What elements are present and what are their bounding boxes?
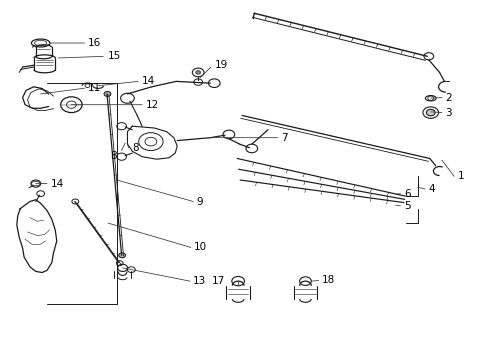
- Text: 14: 14: [50, 179, 63, 189]
- Circle shape: [245, 144, 257, 153]
- Text: 11: 11: [88, 83, 101, 93]
- Text: 19: 19: [215, 59, 228, 69]
- Text: 7: 7: [281, 133, 287, 143]
- Text: 3: 3: [445, 108, 451, 118]
- Text: 17: 17: [211, 276, 224, 286]
- Circle shape: [119, 253, 125, 258]
- Circle shape: [104, 91, 111, 96]
- Circle shape: [195, 71, 200, 74]
- Text: 8: 8: [110, 150, 117, 161]
- Text: 8: 8: [132, 143, 138, 153]
- Text: 10: 10: [194, 242, 207, 252]
- Circle shape: [223, 130, 234, 139]
- Text: 18: 18: [322, 275, 335, 285]
- Text: 6: 6: [403, 189, 410, 199]
- Text: 16: 16: [88, 38, 101, 48]
- Text: 1: 1: [457, 171, 463, 181]
- Text: 13: 13: [193, 276, 206, 286]
- Circle shape: [208, 79, 220, 87]
- Text: 9: 9: [196, 197, 203, 207]
- Text: 4: 4: [427, 184, 434, 194]
- Text: 5: 5: [403, 201, 410, 211]
- Text: 15: 15: [108, 51, 121, 61]
- Circle shape: [423, 53, 433, 60]
- Text: 14: 14: [142, 76, 155, 86]
- Text: 12: 12: [145, 100, 159, 110]
- Circle shape: [426, 109, 434, 116]
- Text: 2: 2: [445, 93, 451, 103]
- Circle shape: [121, 93, 134, 103]
